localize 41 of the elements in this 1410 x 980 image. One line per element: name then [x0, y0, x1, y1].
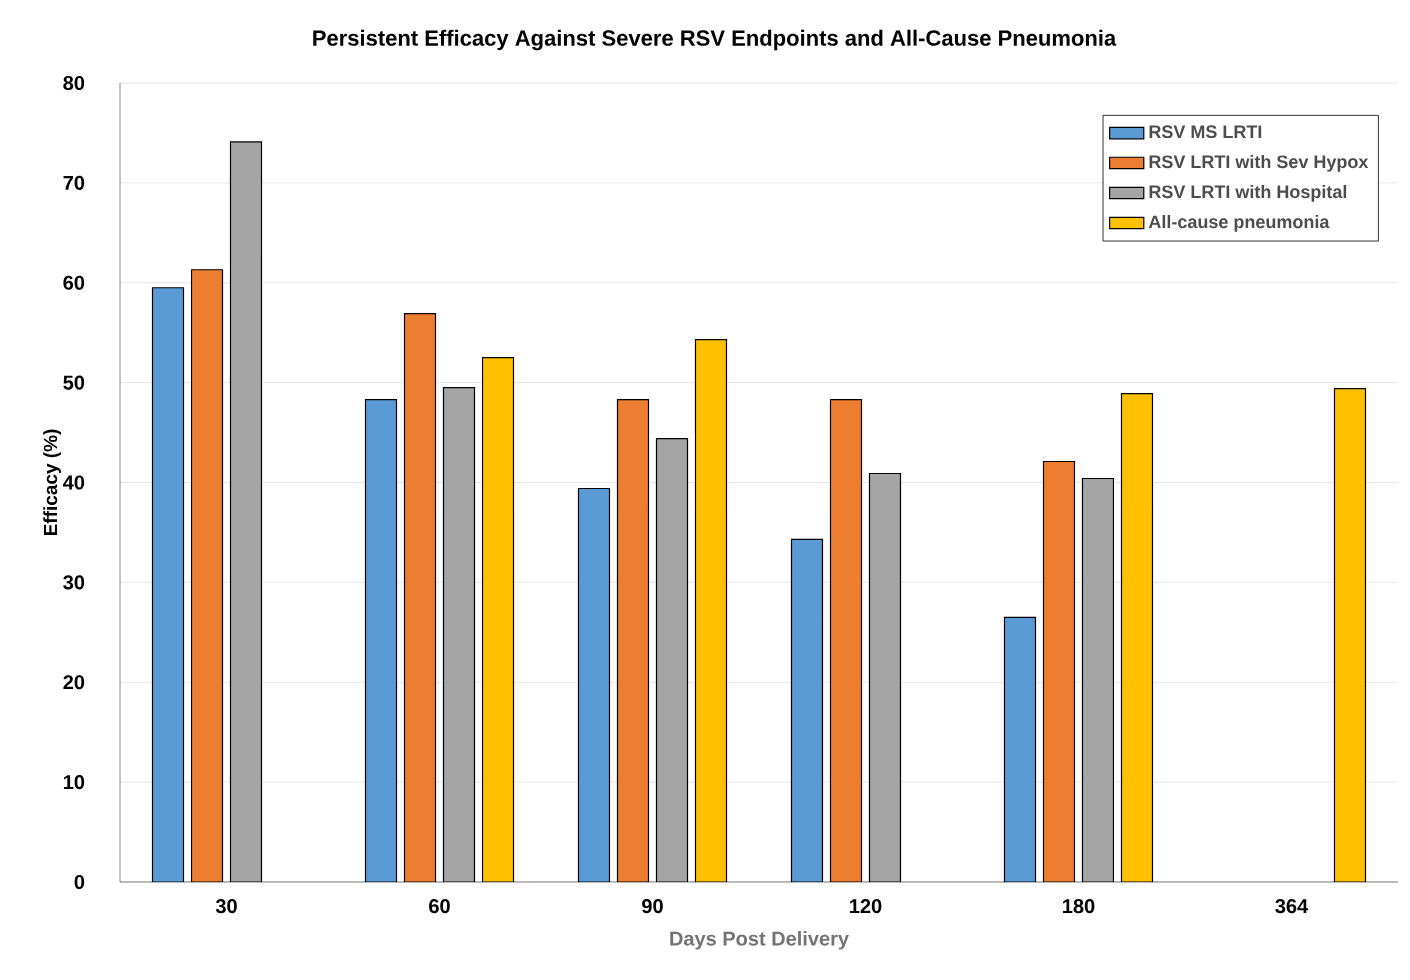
x-tick-label: 30: [215, 899, 237, 914]
y-tick-label: 50: [63, 375, 85, 390]
bar: [1003, 616, 1037, 882]
bar: [1042, 460, 1076, 882]
y-tick-label: 0: [74, 874, 85, 890]
bar: [481, 357, 515, 882]
x-tick-label: 90: [642, 899, 663, 914]
y-axis-title: Efficacy (%): [43, 429, 61, 536]
bar: [616, 399, 650, 882]
bar: [694, 339, 728, 882]
x-tick-label: 60: [429, 899, 450, 914]
bar: [790, 538, 824, 882]
y-tick-label: 10: [63, 775, 85, 790]
bar: [1333, 388, 1367, 882]
bar: [829, 399, 863, 882]
bar: [655, 437, 689, 882]
bar: [1120, 393, 1154, 882]
y-tick-label: 70: [63, 175, 85, 190]
bar: [151, 287, 185, 882]
bar: [442, 387, 476, 882]
bar: [229, 141, 263, 882]
x-tick-label: 120: [850, 899, 882, 914]
legend-label: RSV MS LRTI: [1149, 125, 1262, 139]
legend-label: RSV LRTI with Sev Hypox: [1149, 154, 1369, 172]
y-tick-label: 20: [63, 675, 85, 690]
bar: [577, 487, 611, 882]
bar: [868, 472, 902, 882]
y-tick-label: 60: [63, 275, 85, 290]
legend-label: RSV LRTI with Hospital: [1149, 184, 1347, 202]
chart-title: Persistent Efficacy Against Severe RSV Endpoints and All-Cause Pneumonia: [313, 29, 1117, 51]
x-tick-label: 364: [1275, 899, 1309, 914]
bar: [190, 269, 224, 882]
x-axis-title: Days Post Delivery: [670, 930, 849, 950]
y-tick-label: 80: [63, 75, 85, 91]
bar: [364, 399, 398, 882]
legend-label: All-cause pneumonia: [1148, 214, 1330, 232]
x-tick-label: 180: [1063, 899, 1095, 914]
bar: [403, 313, 437, 882]
y-tick-label: 40: [63, 475, 85, 490]
bar: [1081, 477, 1115, 882]
y-tick-label: 30: [63, 575, 85, 590]
